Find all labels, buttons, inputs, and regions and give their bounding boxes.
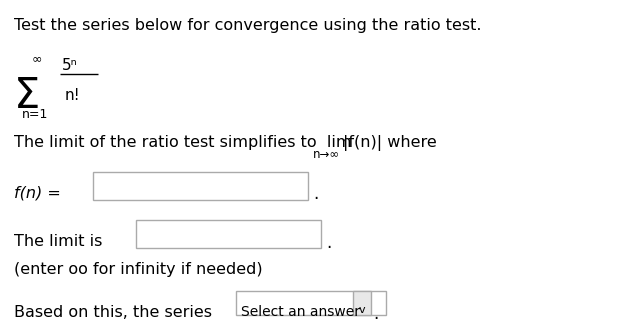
FancyBboxPatch shape bbox=[353, 291, 371, 315]
Text: .: . bbox=[326, 234, 331, 252]
FancyBboxPatch shape bbox=[236, 291, 386, 315]
FancyBboxPatch shape bbox=[136, 220, 321, 248]
Text: 5ⁿ: 5ⁿ bbox=[62, 58, 77, 73]
Text: Test the series below for convergence using the ratio test.: Test the series below for convergence us… bbox=[14, 18, 481, 33]
Text: ∞: ∞ bbox=[32, 52, 43, 65]
Text: Σ: Σ bbox=[14, 75, 40, 117]
Text: The limit is: The limit is bbox=[14, 234, 102, 249]
Text: Based on this, the series: Based on this, the series bbox=[14, 305, 212, 320]
Text: |f(n)| where: |f(n)| where bbox=[343, 135, 437, 151]
Text: .: . bbox=[313, 185, 318, 203]
Text: n=1: n=1 bbox=[22, 108, 48, 121]
Text: n→∞: n→∞ bbox=[313, 148, 340, 161]
Text: The limit of the ratio test simplifies to  lim: The limit of the ratio test simplifies t… bbox=[14, 135, 352, 150]
FancyBboxPatch shape bbox=[93, 172, 308, 200]
Text: v: v bbox=[359, 305, 365, 315]
Text: (enter oo for infinity if needed): (enter oo for infinity if needed) bbox=[14, 262, 263, 277]
Text: n!: n! bbox=[65, 88, 81, 103]
Text: Select an answer: Select an answer bbox=[241, 305, 360, 319]
Text: .: . bbox=[373, 305, 378, 323]
Text: f(n) =: f(n) = bbox=[14, 185, 61, 200]
